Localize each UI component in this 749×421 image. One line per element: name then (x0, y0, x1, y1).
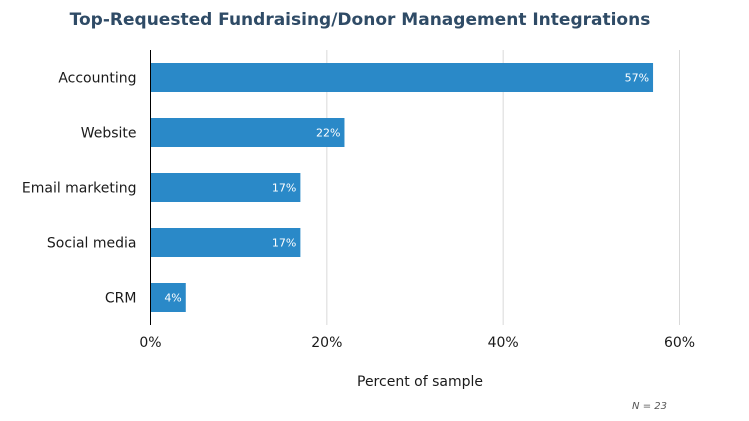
category-label: Website (81, 126, 137, 142)
category-label: Email marketing (22, 181, 137, 197)
category-labels: Accounting Website Email marketing Social m… (22, 71, 137, 307)
bar (150, 118, 345, 147)
data-label: 17% (272, 182, 296, 195)
bar (150, 228, 301, 257)
x-tick-labels: 0% 20% 40% 60% (139, 335, 695, 351)
x-tick-label: 0% (139, 335, 161, 351)
gridlines (326, 50, 680, 325)
data-label: 4% (164, 292, 181, 305)
data-label: 57% (625, 72, 649, 85)
category-label: Social media (47, 236, 137, 252)
bar (150, 283, 186, 312)
x-tick-label: 60% (664, 335, 695, 351)
category-label: Accounting (58, 71, 136, 87)
data-label: 17% (272, 237, 296, 250)
x-tick-label: 40% (488, 335, 519, 351)
bar (150, 173, 301, 202)
bars: 57% 22% 17% 17% 4% (150, 63, 654, 312)
sample-size-note: N = 23 (632, 401, 667, 412)
chart-title: Top-Requested Fundraising/Donor Manageme… (70, 10, 651, 30)
x-tick-label: 20% (311, 335, 342, 351)
x-axis-label: Percent of sample (357, 374, 483, 390)
bar (150, 63, 654, 92)
category-label: CRM (105, 291, 137, 307)
data-label: 22% (316, 127, 340, 140)
